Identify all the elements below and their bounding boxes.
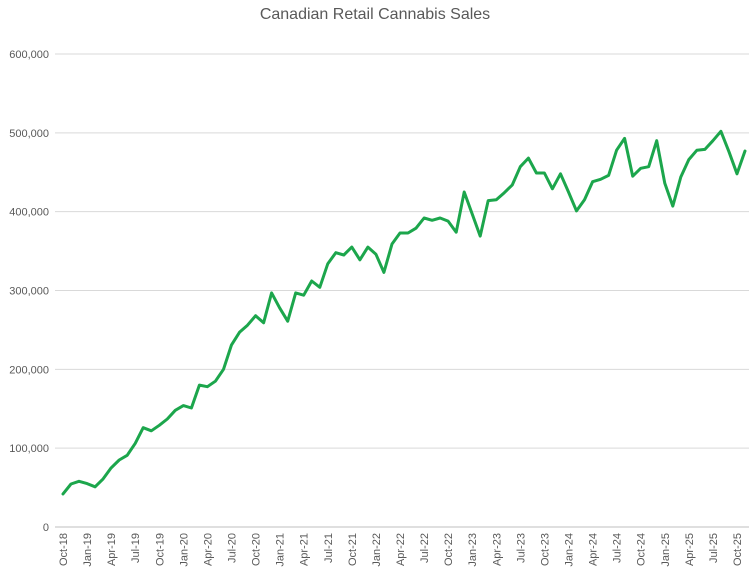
x-tick-label: Jul-24	[612, 533, 624, 563]
x-tick-label: Oct-23	[539, 533, 551, 566]
y-tick-label: 400,000	[9, 207, 49, 219]
y-tick-label: 300,000	[9, 286, 49, 298]
x-tick-label: Oct-22	[443, 533, 455, 566]
x-tick-label: Oct-19	[154, 533, 166, 566]
x-tick-label: Apr-25	[684, 533, 696, 566]
y-tick-label: 100,000	[9, 443, 49, 455]
x-tick-label: Jul-20	[226, 533, 238, 563]
x-tick-label: Apr-22	[395, 533, 407, 566]
x-tick-label: Apr-23	[491, 533, 503, 566]
x-tick-label: Jul-22	[419, 533, 431, 563]
y-tick-label: 0	[43, 522, 49, 534]
x-tick-label: Jul-19	[130, 533, 142, 563]
chart-title: Canadian Retail Cannabis Sales	[260, 6, 490, 23]
x-tick-label: Jan-21	[275, 533, 287, 567]
x-tick-label: Jul-21	[323, 533, 335, 563]
x-tick-label: Jul-25	[708, 533, 720, 563]
x-tick-label: Apr-24	[588, 533, 600, 566]
y-tick-label: 500,000	[9, 128, 49, 140]
x-tick-label: Jan-23	[467, 533, 479, 567]
x-tick-label: Jan-22	[371, 533, 383, 567]
y-tick-label: 200,000	[9, 364, 49, 376]
x-tick-label: Apr-21	[299, 533, 311, 566]
x-tick-label: Jul-23	[515, 533, 527, 563]
x-tick-label: Oct-21	[347, 533, 359, 566]
x-tick-label: Oct-25	[732, 533, 744, 566]
y-tick-label: 600,000	[9, 49, 49, 61]
x-tick-label: Jan-20	[178, 533, 190, 567]
x-tick-label: Apr-19	[106, 533, 118, 566]
x-tick-label: Oct-24	[636, 533, 648, 566]
x-tick-label: Jan-19	[82, 533, 94, 567]
x-tick-label: Apr-20	[202, 533, 214, 566]
x-tick-label: Oct-18	[58, 533, 70, 566]
x-tick-label: Jan-24	[563, 533, 575, 567]
x-tick-label: Jan-25	[660, 533, 672, 567]
x-tick-label: Oct-20	[251, 533, 263, 566]
data-line	[61, 129, 747, 496]
